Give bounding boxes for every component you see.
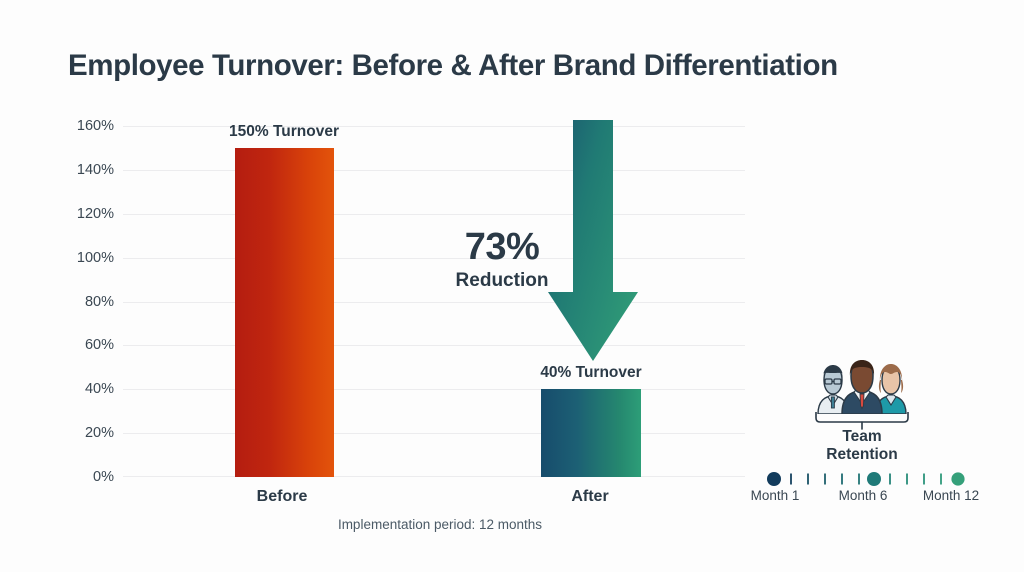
gridline-0: [123, 476, 745, 477]
y-tick-120: 120%: [76, 205, 114, 222]
gridline-100: [123, 257, 745, 259]
down-arrow-icon: [546, 120, 640, 363]
gridline-80: [123, 301, 745, 303]
gridline-60: [123, 345, 745, 347]
bar-label-before: 150% Turnover: [229, 123, 339, 140]
gridline-40: [123, 389, 745, 391]
footnote: Implementation period: 12 months: [337, 517, 543, 532]
gridline-160: [123, 126, 745, 127]
timeline-label-month-1: Month 1: [750, 488, 800, 503]
bar-after[interactable]: [541, 389, 641, 477]
y-tick-0: 0%: [93, 469, 114, 485]
y-tick-60: 60%: [84, 337, 114, 354]
retention-title-line2: Retention: [826, 446, 898, 464]
retention-title: Team Retention: [748, 428, 976, 465]
y-axis: 160% 140% 120% 100% 80% 60% 40% 20% 0%: [60, 118, 114, 485]
category-label-after: After: [571, 488, 609, 505]
bar-before[interactable]: [235, 148, 334, 477]
gridline-20: [123, 433, 745, 435]
y-tick-20: 20%: [84, 425, 114, 442]
category-label-before: Before: [256, 488, 308, 505]
bracket-connector-icon: [814, 411, 910, 430]
bar-label-after: 40% Turnover: [540, 364, 642, 381]
gridline-120: [123, 213, 745, 215]
y-tick-100: 100%: [76, 249, 114, 266]
y-tick-40: 40%: [84, 381, 114, 398]
team-people-icon: [810, 360, 914, 415]
gridline-140: [123, 169, 745, 171]
y-tick-140: 140%: [76, 161, 114, 178]
plot-area: 150% Turnover 40% Turnover: [123, 123, 745, 477]
timeline-label-month-12: Month 12: [922, 488, 980, 503]
timeline-label-month-6: Month 6: [838, 488, 888, 503]
retention-title-line1: Team: [842, 428, 882, 445]
retention-timeline: [758, 470, 974, 488]
team-retention-widget: Team Retention: [748, 360, 1012, 510]
y-tick-80: 80%: [84, 293, 114, 310]
page-title: Employee Turnover: Before & After Brand …: [68, 49, 838, 82]
y-tick-160: 160%: [76, 118, 114, 134]
